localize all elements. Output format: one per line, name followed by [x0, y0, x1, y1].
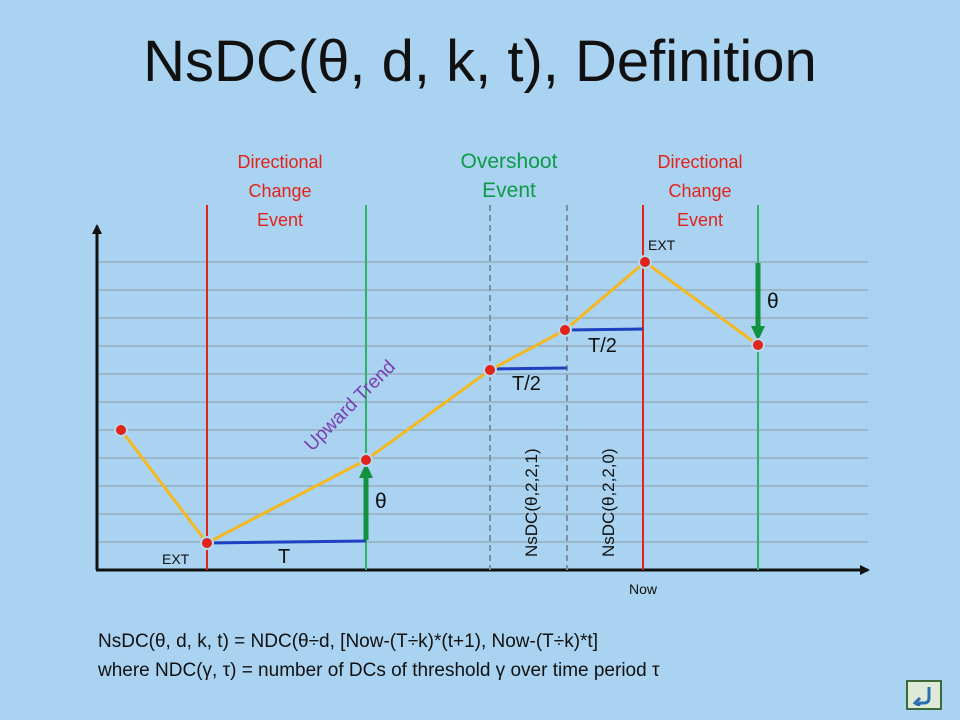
- overshoot-event-label-line1: Overshoot: [461, 150, 558, 173]
- ext-label-left: EXT: [162, 551, 190, 567]
- dc-event-label-right-line2: Change: [668, 181, 731, 201]
- grid-lines: [97, 261, 868, 543]
- theta-label-down: θ: [767, 290, 779, 313]
- t-half-label-2: T/2: [588, 335, 617, 357]
- return-button[interactable]: [906, 680, 942, 710]
- price-point: [114, 423, 128, 437]
- t-segment: [206, 539, 367, 545]
- price-point: [751, 338, 765, 352]
- nsdc-label-0: NsDC(θ,2,2,0): [599, 448, 618, 557]
- formula-explanation: where NDC(γ, τ) = number of DCs of thres…: [98, 660, 660, 681]
- price-points: [114, 255, 765, 550]
- theta-label-up: θ: [375, 490, 387, 513]
- t-half-segment-1: [489, 366, 568, 371]
- now-label: Now: [629, 581, 658, 597]
- overshoot-event-label-line2: Event: [482, 179, 536, 202]
- dc-event-label-left-line1: Directional: [237, 152, 322, 172]
- dc-event-label-left-line3: Event: [257, 210, 303, 230]
- ext-label-top: EXT: [648, 237, 676, 253]
- t-half-segment-2: [566, 327, 644, 332]
- dc-event-label-right-line1: Directional: [657, 152, 742, 172]
- dc-event-label-left-line2: Change: [248, 181, 311, 201]
- upward-trend-label: Upward Trend: [301, 356, 400, 455]
- price-point: [359, 453, 373, 467]
- price-point: [483, 363, 497, 377]
- t-half-label-1: T/2: [512, 373, 541, 395]
- price-point: [558, 323, 572, 337]
- return-arrow-icon: [912, 687, 931, 706]
- formula-definition: NsDC(θ, d, k, t) = NDC(θ÷d, [Now-(T÷k)*(…: [98, 631, 598, 652]
- price-point: [638, 255, 652, 269]
- price-point: [200, 536, 214, 550]
- dc-event-label-right-line3: Event: [677, 210, 723, 230]
- slide-title: NsDC(θ, d, k, t), Definition: [143, 29, 817, 94]
- nsdc-label-1: NsDC(θ,2,2,1): [522, 448, 541, 557]
- t-label: T: [278, 546, 290, 568]
